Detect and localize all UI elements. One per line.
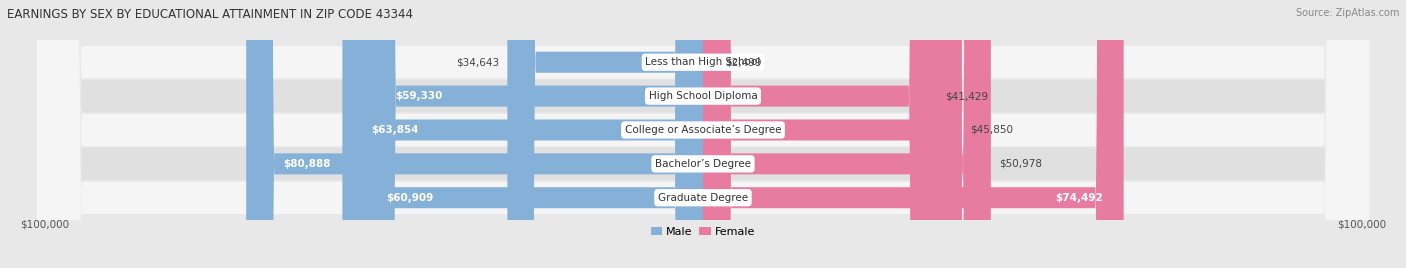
FancyBboxPatch shape <box>508 0 703 268</box>
Text: $60,909: $60,909 <box>387 193 434 203</box>
FancyBboxPatch shape <box>368 0 703 268</box>
FancyBboxPatch shape <box>703 0 1123 268</box>
Text: Source: ZipAtlas.com: Source: ZipAtlas.com <box>1295 8 1399 18</box>
Text: Less than High School: Less than High School <box>645 57 761 67</box>
Text: $45,850: $45,850 <box>970 125 1014 135</box>
FancyBboxPatch shape <box>37 0 1369 268</box>
Text: $100,000: $100,000 <box>1337 220 1386 230</box>
Text: $41,429: $41,429 <box>945 91 988 101</box>
Text: $100,000: $100,000 <box>20 220 69 230</box>
FancyBboxPatch shape <box>359 0 703 268</box>
FancyBboxPatch shape <box>37 0 1369 268</box>
FancyBboxPatch shape <box>689 0 731 268</box>
FancyBboxPatch shape <box>37 0 1369 268</box>
FancyBboxPatch shape <box>246 0 703 268</box>
Text: Bachelor’s Degree: Bachelor’s Degree <box>655 159 751 169</box>
Text: $2,499: $2,499 <box>725 57 762 67</box>
Text: $63,854: $63,854 <box>371 125 419 135</box>
Text: $59,330: $59,330 <box>395 91 441 101</box>
Text: College or Associate’s Degree: College or Associate’s Degree <box>624 125 782 135</box>
FancyBboxPatch shape <box>37 0 1369 268</box>
Text: Graduate Degree: Graduate Degree <box>658 193 748 203</box>
Text: High School Diploma: High School Diploma <box>648 91 758 101</box>
Legend: Male, Female: Male, Female <box>647 222 759 241</box>
FancyBboxPatch shape <box>703 0 991 268</box>
Text: $34,643: $34,643 <box>456 57 499 67</box>
FancyBboxPatch shape <box>703 0 962 268</box>
FancyBboxPatch shape <box>703 0 936 268</box>
Text: $74,492: $74,492 <box>1054 193 1102 203</box>
FancyBboxPatch shape <box>343 0 703 268</box>
FancyBboxPatch shape <box>37 0 1369 268</box>
Text: EARNINGS BY SEX BY EDUCATIONAL ATTAINMENT IN ZIP CODE 43344: EARNINGS BY SEX BY EDUCATIONAL ATTAINMEN… <box>7 8 413 21</box>
Text: $80,888: $80,888 <box>283 159 330 169</box>
Text: $50,978: $50,978 <box>1000 159 1042 169</box>
